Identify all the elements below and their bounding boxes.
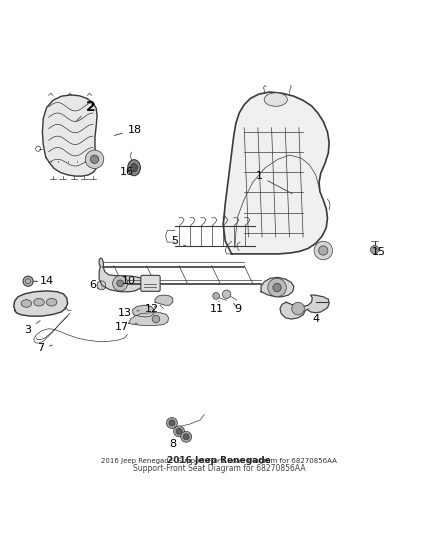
Polygon shape xyxy=(99,258,143,292)
Circle shape xyxy=(268,278,286,297)
Polygon shape xyxy=(261,278,294,297)
Circle shape xyxy=(85,150,104,168)
Text: 12: 12 xyxy=(145,304,159,313)
Circle shape xyxy=(23,276,33,286)
Text: 16: 16 xyxy=(120,167,134,177)
Text: 11: 11 xyxy=(210,301,224,314)
Circle shape xyxy=(176,429,182,434)
Text: 8: 8 xyxy=(169,433,177,449)
Text: 18: 18 xyxy=(114,125,142,135)
Circle shape xyxy=(166,417,177,429)
Polygon shape xyxy=(133,305,154,317)
Circle shape xyxy=(273,284,281,292)
Circle shape xyxy=(223,290,231,298)
Text: 13: 13 xyxy=(117,308,139,318)
Ellipse shape xyxy=(264,93,287,106)
Circle shape xyxy=(152,316,160,323)
Polygon shape xyxy=(155,295,173,305)
Ellipse shape xyxy=(131,164,138,172)
Polygon shape xyxy=(280,295,329,319)
FancyBboxPatch shape xyxy=(141,276,160,292)
Text: 14: 14 xyxy=(34,276,54,286)
Circle shape xyxy=(90,155,99,164)
Text: 15: 15 xyxy=(372,247,386,257)
Text: 3: 3 xyxy=(24,321,40,335)
Circle shape xyxy=(117,280,124,287)
Text: 9: 9 xyxy=(233,303,241,313)
Circle shape xyxy=(314,241,332,260)
Circle shape xyxy=(371,246,379,254)
Text: 6: 6 xyxy=(89,280,102,290)
Circle shape xyxy=(213,293,219,300)
Ellipse shape xyxy=(21,300,32,308)
Polygon shape xyxy=(14,291,67,316)
Text: 5: 5 xyxy=(171,236,187,246)
Text: 7: 7 xyxy=(37,343,53,353)
Circle shape xyxy=(169,420,175,426)
Text: Support-Front Seat Diagram for 68270856AA: Support-Front Seat Diagram for 68270856A… xyxy=(133,464,305,473)
Circle shape xyxy=(319,246,328,255)
Text: 10: 10 xyxy=(122,276,141,286)
Text: 2016 Jeep Renegade: 2016 Jeep Renegade xyxy=(167,456,271,465)
Polygon shape xyxy=(42,95,98,176)
Ellipse shape xyxy=(128,160,140,176)
Circle shape xyxy=(292,302,304,315)
Text: 17: 17 xyxy=(115,322,137,333)
Polygon shape xyxy=(97,281,106,289)
Text: 2: 2 xyxy=(76,100,95,122)
Polygon shape xyxy=(223,92,329,254)
Ellipse shape xyxy=(34,298,44,306)
Circle shape xyxy=(173,426,184,437)
Circle shape xyxy=(181,431,192,442)
Ellipse shape xyxy=(46,298,57,306)
Text: 1: 1 xyxy=(255,171,292,193)
Circle shape xyxy=(183,434,189,440)
Polygon shape xyxy=(129,313,169,325)
Circle shape xyxy=(113,276,128,291)
Text: 4: 4 xyxy=(309,309,319,324)
Text: 2016 Jeep Renegade  Support-Front Seat  Diagram for 68270856AA: 2016 Jeep Renegade Support-Front Seat Di… xyxy=(101,458,337,464)
